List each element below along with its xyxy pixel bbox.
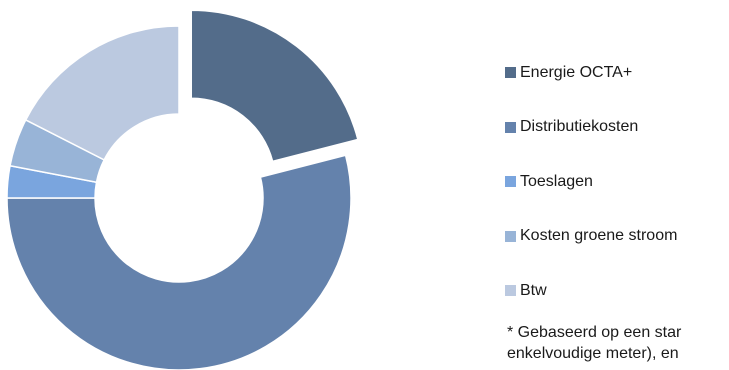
legend-label: Toeslagen (520, 172, 593, 190)
donut-slice-btw (24, 25, 180, 161)
legend-item-toeslagen: Toeslagen (505, 168, 677, 195)
legend-item-distributiekosten: Distributiekosten (505, 114, 677, 141)
footnote-line-1: * Gebaseerd op een star (507, 324, 682, 341)
donut-slice-distributiekosten (6, 154, 352, 370)
legend-swatch (505, 176, 516, 187)
donut-slice-energie-octa (190, 9, 359, 163)
legend-item-energie: Energie OCTA+ (505, 59, 677, 86)
legend-label: Kosten groene stroom (520, 227, 678, 244)
chart-footnote: * Gebaseerd op een star enkelvoudige met… (507, 322, 729, 370)
legend-item-btw: Btw (505, 277, 677, 304)
footnote-line-2: enkelvoudige meter), en (507, 345, 679, 362)
legend-label: Distributiekosten (520, 118, 639, 135)
legend-swatch (505, 121, 516, 133)
legend-swatch (505, 285, 516, 296)
legend-label: Btw (520, 281, 547, 299)
legend-item-groene-stroom: Kosten groene stroom (505, 223, 677, 250)
legend-swatch (505, 230, 516, 242)
legend-label: Energie OCTA+ (520, 63, 633, 81)
legend-swatch (505, 67, 516, 78)
chart-legend: Energie OCTA+ Distributiekosten Toeslage… (505, 59, 677, 332)
